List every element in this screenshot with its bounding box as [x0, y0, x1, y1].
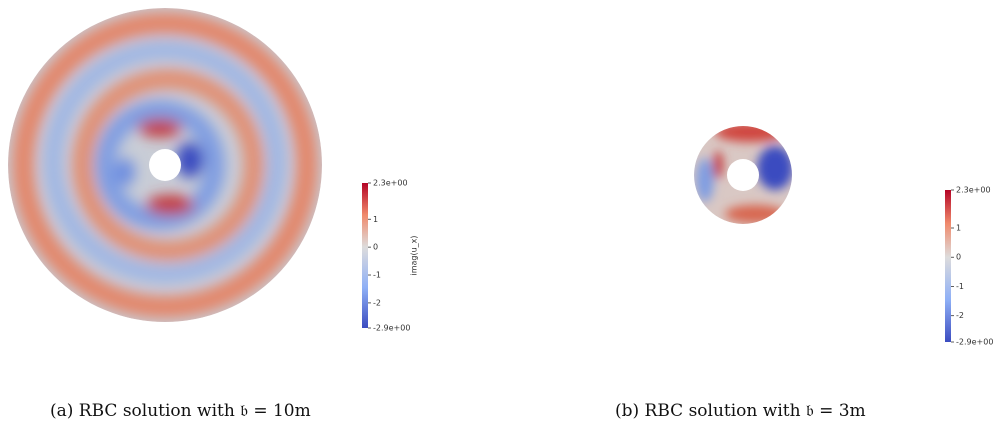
- colorbar-title: imag(u_x): [410, 235, 419, 275]
- colorbar-tick-label: -2: [373, 298, 381, 307]
- field-plot-b: [694, 126, 792, 224]
- caption: (a) RBC solution with 𝔟 = 10m: [50, 401, 311, 421]
- colorbar-scale: [945, 190, 951, 342]
- colorbar-tick-label: 2.3e+00: [956, 186, 991, 195]
- caption: (b) RBC solution with 𝔟 = 3m: [615, 401, 866, 421]
- colorbar-tick-label: 1: [373, 215, 378, 224]
- colorbar: 2.3e+00 1 0 -1 -2 -2.9e+00 imag(u_x): [362, 179, 419, 333]
- colorbar-tick-label: 0: [956, 253, 961, 262]
- colorbar-tick-label: 2.3e+00: [373, 179, 408, 188]
- colorbar-tick-label: 1: [956, 224, 961, 233]
- field-plot-a: [8, 8, 322, 322]
- colorbar-scale: [362, 183, 368, 328]
- colorbar-tick-label: -2.9e+00: [373, 324, 410, 333]
- colorbar-tick-label: -1: [956, 282, 964, 291]
- colorbar-tick-label: 0: [373, 243, 378, 252]
- colorbar-tick-label: -2: [956, 311, 964, 320]
- colorbar: 2.3e+00 1 0 -1 -2 -2.9e+00: [945, 186, 993, 347]
- colorbar-tick-label: -1: [373, 271, 381, 280]
- colorbar-tick-label: -2.9e+00: [956, 338, 993, 347]
